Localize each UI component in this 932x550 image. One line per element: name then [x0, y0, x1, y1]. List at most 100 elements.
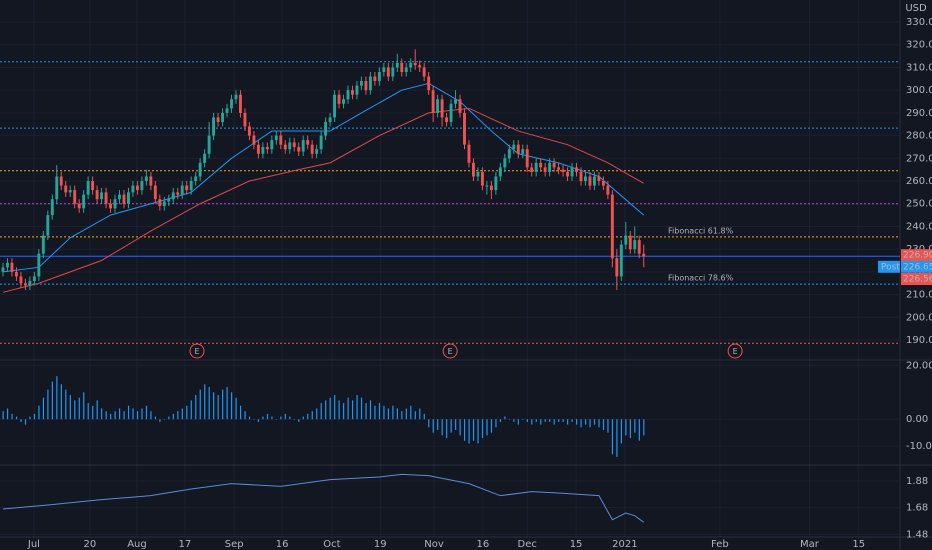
price-label-box — [901, 249, 932, 262]
histogram-bar — [51, 381, 53, 420]
histogram-bar — [562, 419, 564, 422]
candle-body — [525, 149, 529, 168]
candle-body — [346, 90, 350, 100]
histogram-bar — [29, 416, 31, 420]
histogram-bar — [235, 397, 237, 420]
candle-body — [6, 262, 9, 268]
histogram-bar — [56, 376, 58, 420]
histogram-bar — [334, 395, 336, 420]
candle-body — [351, 90, 354, 95]
histogram-bar — [159, 419, 161, 422]
histogram-bar — [463, 419, 466, 441]
histogram-bar — [145, 405, 148, 420]
histogram-bar — [405, 408, 407, 420]
histogram-bar — [616, 419, 618, 457]
candle-body — [431, 90, 435, 113]
histogram-bar — [378, 403, 381, 420]
candle-body — [584, 176, 587, 182]
histogram-bar — [289, 416, 291, 420]
histogram-bar — [38, 405, 40, 420]
histogram-bar — [356, 395, 358, 420]
histogram-bar — [486, 419, 488, 436]
histogram-bar — [293, 419, 295, 420]
price-tag-box — [878, 260, 900, 273]
histogram-bar — [553, 419, 555, 425]
candle-body — [539, 162, 543, 168]
candle-body — [342, 99, 345, 104]
candle-body — [131, 185, 135, 193]
x-tick-label: Feb — [711, 539, 729, 550]
histogram-bar — [24, 419, 27, 425]
histogram-bar — [602, 419, 605, 430]
moving-average — [2, 82, 645, 273]
candle-body — [575, 167, 578, 172]
candle-body — [95, 190, 99, 200]
x-tick-label: 16 — [276, 539, 289, 550]
y-tick-label: 330.00 — [906, 17, 932, 28]
candle-body — [247, 126, 251, 136]
candle-body — [153, 185, 157, 200]
candle-body — [633, 240, 637, 250]
candle-body — [409, 62, 413, 68]
candle-body — [601, 181, 605, 186]
currency-label: USD — [905, 3, 927, 14]
candle-body — [579, 171, 583, 182]
histogram-bar — [414, 411, 416, 420]
price-label: 226.65 — [903, 262, 932, 272]
candle-body — [225, 108, 229, 113]
y-tick-label: 270.00 — [906, 153, 932, 164]
histogram-bar — [47, 389, 49, 420]
histogram-bar — [20, 419, 22, 422]
histogram-bar — [231, 392, 233, 420]
histogram-bar — [459, 419, 461, 436]
candle-body — [624, 235, 628, 245]
candle-body — [113, 199, 117, 209]
histogram-bar — [365, 403, 367, 420]
candle-body — [301, 140, 305, 152]
candle-body — [606, 185, 610, 195]
histogram-bar — [499, 419, 502, 422]
candle-body — [386, 67, 390, 77]
candle-body — [498, 167, 502, 177]
histogram-bar — [643, 419, 645, 436]
candle-body — [216, 117, 220, 122]
candle-body — [552, 162, 556, 168]
candle-body — [619, 244, 623, 277]
price-tag: Post — [881, 262, 900, 272]
histogram-bar — [177, 411, 179, 420]
candle-body — [436, 99, 440, 113]
histogram-bar — [15, 416, 18, 420]
candle-body — [324, 121, 328, 136]
histogram-bar — [311, 411, 313, 420]
candle-body — [373, 76, 377, 82]
candle-body — [359, 81, 363, 86]
candle-body — [440, 99, 444, 118]
histogram-bar — [526, 419, 528, 422]
level-label: Fibonacci 61.8% — [668, 226, 734, 235]
candle-body — [279, 135, 283, 145]
histogram-bar — [558, 419, 560, 422]
histogram-bar — [208, 386, 210, 420]
histogram-bar — [629, 419, 631, 439]
candle-body — [109, 203, 112, 209]
y-tick-label: 260.00 — [906, 176, 932, 187]
histogram-bar — [383, 405, 385, 420]
event-marker — [442, 343, 458, 359]
histogram-bar — [410, 405, 412, 420]
histogram-bar — [105, 411, 107, 420]
candle-body — [480, 171, 484, 186]
histogram-bar — [441, 419, 443, 436]
histogram-bar — [83, 392, 85, 420]
candle-body — [64, 185, 68, 193]
event-label: E — [448, 347, 453, 356]
candle-body — [256, 144, 260, 154]
candle-body — [471, 162, 475, 177]
histogram-bar — [446, 419, 448, 439]
histogram-bar — [11, 413, 13, 420]
histogram-bar — [181, 408, 183, 420]
candle-body — [149, 176, 153, 186]
y-tick-label: 300.00 — [906, 85, 932, 96]
histogram-bar — [222, 389, 224, 420]
candle-body — [135, 185, 139, 191]
y-tick-label: 290.00 — [906, 108, 932, 119]
